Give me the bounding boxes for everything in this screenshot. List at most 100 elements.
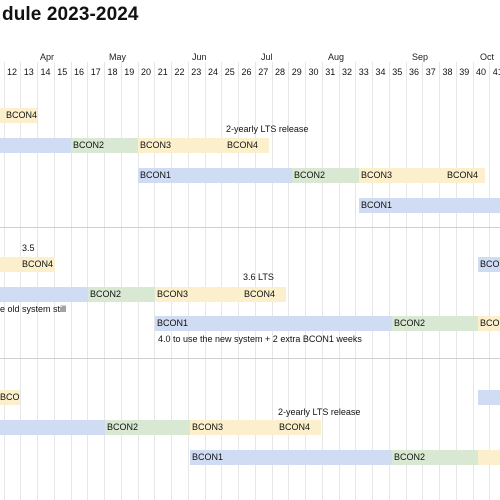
week-label: 17: [90, 67, 101, 77]
week-label: 35: [392, 67, 403, 77]
week-label: 15: [57, 67, 68, 77]
phase-bar-bcon2: BCON2: [392, 316, 478, 331]
week-label: 19: [124, 67, 135, 77]
week-label: 41: [492, 67, 500, 77]
week-label: 22: [174, 67, 185, 77]
week-gridline: [171, 62, 172, 500]
phase-bar-bcon1: BCON1: [155, 316, 392, 331]
phase-bar-bcon3: BCON3: [359, 168, 445, 183]
week-gridline: [54, 62, 55, 500]
week-label: 31: [325, 67, 336, 77]
week-gridline: [121, 62, 122, 500]
phase-label: BCON4: [0, 392, 20, 402]
week-label: 18: [107, 67, 118, 77]
week-gridline: [473, 62, 474, 500]
week-gridline: [71, 62, 72, 500]
week-label: 23: [191, 67, 202, 77]
week-label: 13: [23, 67, 34, 77]
week-label: 26: [241, 67, 252, 77]
week-label: 29: [291, 67, 302, 77]
week-label: 27: [258, 67, 269, 77]
month-label-jun: Jun: [192, 52, 207, 62]
week-label: 34: [375, 67, 386, 77]
week-label: 28: [274, 67, 285, 77]
week-gridline: [406, 62, 407, 500]
phase-bar-bcon3: BCON3: [190, 420, 277, 435]
section-divider: [0, 358, 500, 359]
week-gridline: [188, 62, 189, 500]
week-gridline: [238, 62, 239, 500]
week-gridline: [87, 62, 88, 500]
phase-bar-bcon4: BCON4: [0, 390, 20, 405]
phase-bar-bcon2: BCON2: [292, 168, 359, 183]
phase-label: BCON4: [22, 259, 54, 269]
phase-bar-bcon1: BCON1: [478, 257, 500, 272]
phase-bar-bcon3: [478, 450, 500, 465]
week-gridline: [489, 62, 490, 500]
week-label: 30: [308, 67, 319, 77]
phase-bar-bcon1: BCON1: [190, 450, 392, 465]
annotation-old-system: e old system still: [0, 304, 67, 314]
phase-bar-bcon1: [478, 390, 500, 405]
week-gridline: [372, 62, 373, 500]
phase-bar-bcon1: [0, 138, 71, 153]
phase-bar-bcon4: BCON4: [445, 168, 485, 183]
week-gridline: [4, 62, 5, 500]
week-label: 40: [475, 67, 486, 77]
week-gridline: [422, 62, 423, 500]
week-gridline: [305, 62, 306, 500]
week-gridline: [456, 62, 457, 500]
week-gridline: [221, 62, 222, 500]
week-label: 21: [157, 67, 168, 77]
phase-bar-bcon4: BCON4: [225, 138, 269, 153]
week-gridline: [389, 62, 390, 500]
week-gridline: [355, 62, 356, 500]
phase-bar-bcon4: BCON4: [0, 257, 55, 272]
month-label-oct: Oct: [480, 52, 495, 62]
week-label: 24: [207, 67, 218, 77]
week-gridline: [20, 62, 21, 500]
week-label: 14: [40, 67, 51, 77]
annotation-version-3-5: 3.5: [22, 243, 35, 253]
week-gridline: [272, 62, 273, 500]
week-gridline: [104, 62, 105, 500]
week-label: 39: [459, 67, 470, 77]
week-label: 25: [224, 67, 235, 77]
month-label-aug: Aug: [328, 52, 345, 62]
week-label: 37: [425, 67, 436, 77]
week-gridline: [37, 62, 38, 500]
annotation-version-3-6-lts: 3.6 LTS: [243, 272, 274, 282]
week-gridline: [154, 62, 155, 500]
week-gridline: [138, 62, 139, 500]
annotation-lts-release: 2-yearly LTS release: [278, 407, 361, 417]
week-label: 33: [358, 67, 369, 77]
week-gridline: [339, 62, 340, 500]
week-label: 32: [341, 67, 352, 77]
week-gridline: [322, 62, 323, 500]
week-gridline: [288, 62, 289, 500]
phase-bar-bcon1: BCON1: [138, 168, 292, 183]
annotation-lts-release: 2-yearly LTS release: [226, 124, 309, 134]
section-divider: [0, 227, 500, 228]
month-label-apr: Apr: [40, 52, 55, 62]
phase-bar-bcon1: BCON1: [359, 198, 500, 213]
phase-label: BCON4: [6, 110, 37, 120]
week-label: 12: [6, 67, 17, 77]
week-label: 36: [408, 67, 419, 77]
week-gridline: [439, 62, 440, 500]
month-label-jul: Jul: [261, 52, 273, 62]
phase-bar-bcon2: BCON2: [71, 138, 138, 153]
phase-bar-bcon1: [0, 420, 105, 435]
phase-bar-bcon4: BCON4: [242, 287, 286, 302]
phase-bar-bcon4: BCON4: [277, 420, 321, 435]
phase-bar-bcon4: BCON4: [0, 108, 37, 123]
phase-bar-bcon3: BCON3: [155, 287, 242, 302]
phase-bar-bcon3: BCON3: [478, 316, 500, 331]
week-label: 38: [442, 67, 453, 77]
phase-bar-bcon1: [0, 287, 88, 302]
week-label: 16: [73, 67, 84, 77]
month-label-sep: Sep: [412, 52, 429, 62]
week-label: 20: [140, 67, 151, 77]
phase-bar-bcon2: BCON2: [105, 420, 190, 435]
page-title: dule 2023-2024: [2, 4, 139, 25]
